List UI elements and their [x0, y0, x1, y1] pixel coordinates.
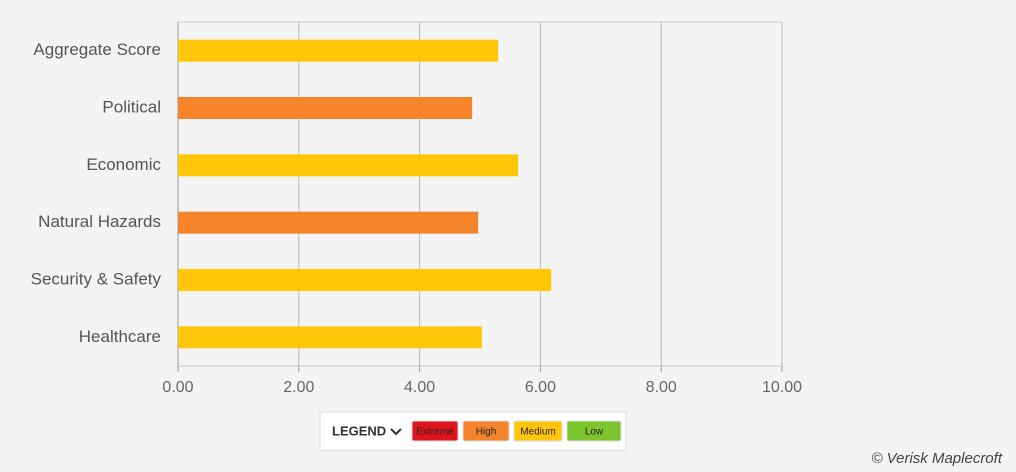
- bar: [178, 97, 473, 119]
- bar: [178, 154, 519, 177]
- legend-swatch: [411, 420, 459, 442]
- x-tick-label: 4.00: [404, 379, 435, 396]
- x-tick-label: 6.00: [525, 379, 556, 396]
- legend-label: High: [476, 427, 497, 438]
- y-tick-label: Economic: [86, 155, 161, 174]
- x-tick-label: 10.00: [762, 379, 802, 396]
- x-tick-label: 0.00: [162, 379, 193, 396]
- y-tick-label: Natural Hazards: [38, 212, 161, 231]
- legend-swatch: [566, 420, 622, 442]
- legend-label: Extreme: [416, 427, 454, 438]
- legend-title: LEGEND: [332, 423, 386, 438]
- bar: [178, 326, 482, 349]
- y-tick-label: Security & Safety: [31, 269, 162, 288]
- credit: © Verisk Maplecroft: [871, 450, 1002, 467]
- legend-chevron: [390, 428, 402, 436]
- y-tick-label: Aggregate Score: [33, 40, 161, 59]
- legend-label: Medium: [520, 427, 556, 438]
- x-tick-label: 8.00: [646, 379, 677, 396]
- x-tick-label: 2.00: [283, 379, 314, 396]
- bar: [178, 39, 499, 62]
- y-tick-label: Political: [102, 97, 161, 116]
- legend-label: Low: [585, 427, 604, 438]
- legend-swatch: [513, 420, 563, 442]
- y-tick-label: Healthcare: [79, 327, 161, 346]
- bar: [178, 269, 552, 291]
- legend-swatch: [462, 420, 510, 442]
- plot-frame: [177, 21, 783, 367]
- bar: [178, 211, 479, 234]
